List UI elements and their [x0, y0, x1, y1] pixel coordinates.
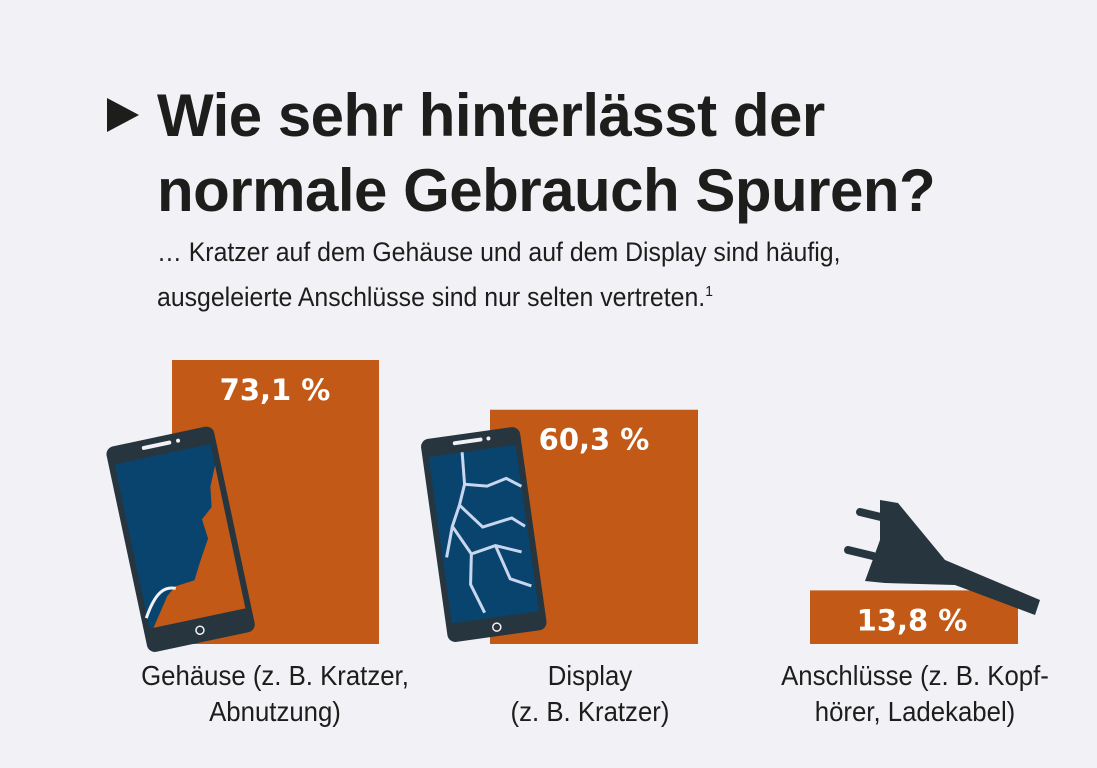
category-label: Anschlüsse (z. B. Kopf- hörer, Ladekabel…: [745, 658, 1085, 730]
category-label: Gehäuse (z. B. Kratzer, Abnutzung): [105, 658, 445, 730]
subtitle-line-2: ausgeleierte Anschlüsse sind nur selten …: [157, 282, 706, 312]
page-title: Wie sehr hinterlässt der normale Gebrauc…: [157, 78, 936, 228]
footnote-mark: 1: [705, 283, 713, 300]
category-label-line: Display: [547, 660, 633, 691]
subtitle-line-1: … Kratzer auf dem Gehäuse und auf dem Di…: [157, 237, 841, 267]
value-label: 60,3 %: [539, 423, 650, 457]
broken-phone-icon: [106, 426, 255, 652]
category-label-line: Gehäuse (z. B. Kratzer,: [141, 660, 409, 691]
plug-icon: [844, 500, 1040, 615]
category-label-line: Abnutzung): [209, 696, 341, 727]
value-label: 13,8 %: [857, 603, 968, 637]
bar: [810, 590, 1018, 644]
category-label: Display (z. B. Kratzer): [466, 658, 714, 730]
category-label-line: Anschlüsse (z. B. Kopf-: [781, 660, 1049, 691]
triangle-right-icon: [107, 98, 139, 132]
category-label-line: (z. B. Kratzer): [510, 696, 670, 727]
title-line-1: Wie sehr hinterlässt der: [157, 82, 825, 149]
title-line-2: normale Gebrauch Spuren?: [157, 157, 936, 224]
value-label: 73,1 %: [220, 373, 331, 407]
category-label-line: hörer, Ladekabel): [814, 696, 1016, 727]
subtitle: … Kratzer auf dem Gehäuse und auf dem Di…: [157, 232, 840, 317]
cracked-screen-phone-icon: [421, 427, 547, 642]
